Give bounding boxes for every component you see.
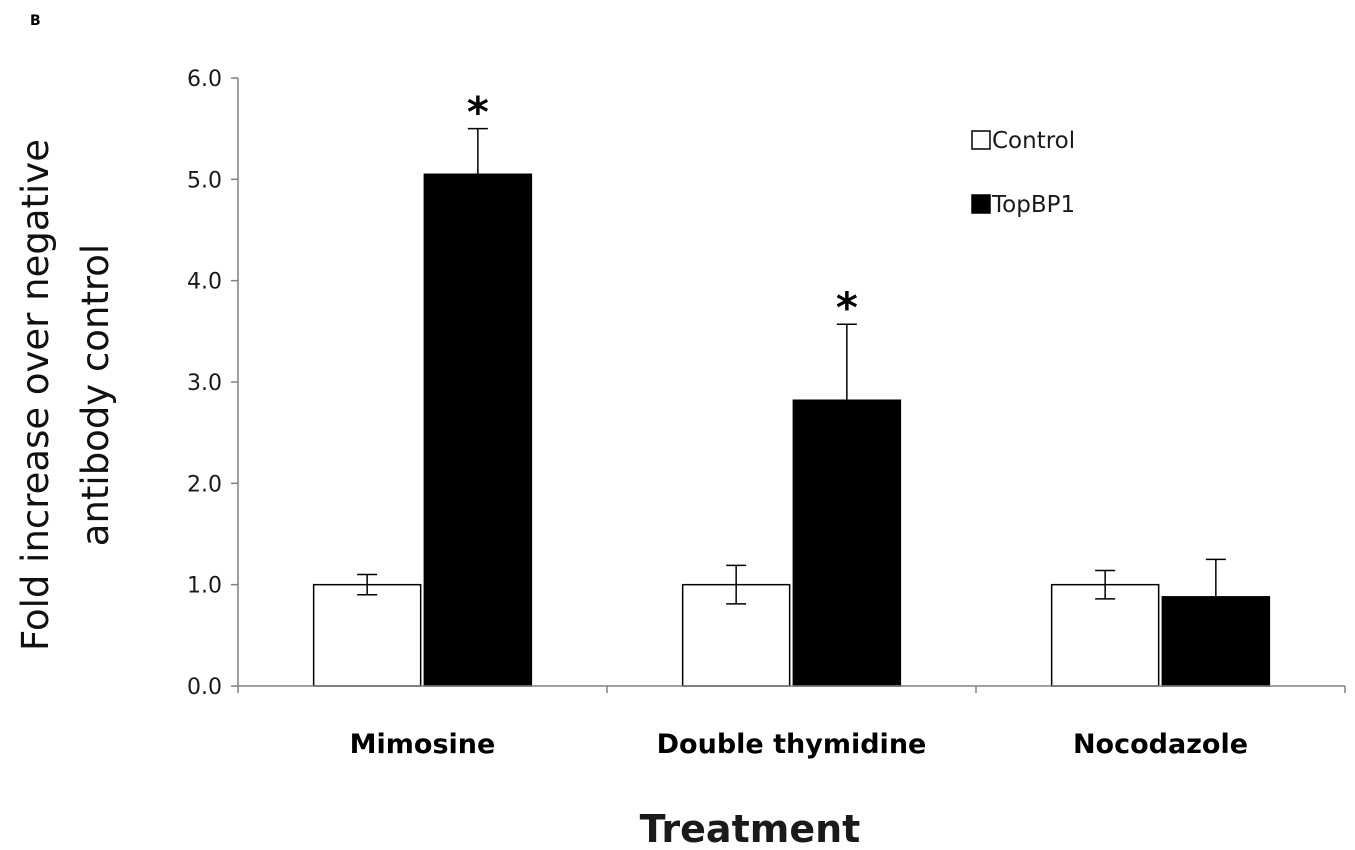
x-category-label: Mimosine [350,729,496,760]
legend: Control TopBP1 [971,128,1075,218]
significance-marker: * [467,88,489,137]
bar-topbp1 [792,399,902,687]
y-tick-label: 4.0 [187,270,222,295]
y-tick-label: 6.0 [187,67,222,92]
bar-control [1050,583,1160,687]
x-axis-categories: Mimosine Double thymidine Nocodazole [350,729,1248,760]
bar-topbp1 [1161,596,1271,687]
y-axis-title-line-1: Fold increase over negative [14,139,57,651]
legend-swatch-control [971,130,991,150]
x-axis-title: Treatment [640,807,861,850]
bars: ** [312,88,1271,687]
y-axis-ticks: 0.0 1.0 2.0 3.0 4.0 5.0 6.0 [187,67,238,700]
y-tick-label: 5.0 [187,168,222,193]
y-tick-label: 2.0 [187,472,222,497]
y-axis-title: Fold increase over negative antibody con… [14,139,117,651]
y-tick-label: 3.0 [187,371,222,396]
axes [237,78,1346,693]
bar-topbp1 [423,173,533,687]
legend-label-control: Control [992,128,1075,154]
y-tick-label: 1.0 [187,574,222,599]
legend-label-topbp1: TopBP1 [991,192,1075,218]
legend-swatch-topbp1 [971,194,991,214]
x-category-label: Nocodazole [1073,729,1248,760]
bar-control [312,583,422,687]
y-axis-title-line-2: antibody control [74,244,117,546]
significance-marker: * [836,283,858,332]
panel-label: B [30,13,41,29]
x-category-label: Double thymidine [657,729,927,760]
y-tick-label: 0.0 [187,675,222,700]
